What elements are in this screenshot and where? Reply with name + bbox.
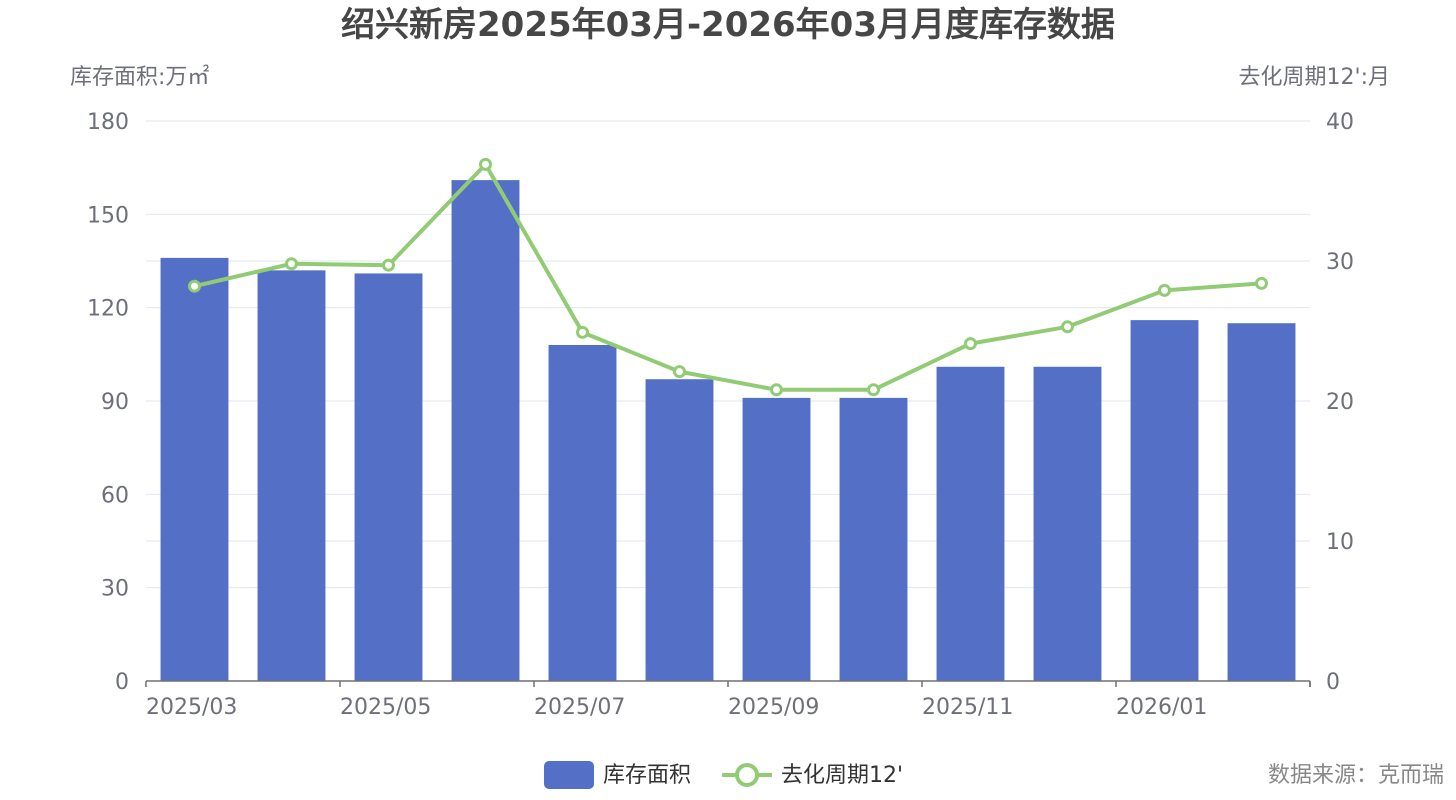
bar[interactable] <box>354 273 423 681</box>
y-left-tick-label: 60 <box>101 483 129 508</box>
bar[interactable] <box>548 345 617 681</box>
y-right-axis-label: 去化周期12':月 <box>1239 65 1390 90</box>
y-left-tick-label: 120 <box>87 297 129 322</box>
y-left-tick-label: 90 <box>101 390 129 415</box>
line-point[interactable] <box>1061 320 1074 334</box>
x-tick-label: 2025/03 <box>146 695 237 720</box>
y-left-tick-label: 150 <box>87 203 129 228</box>
bar[interactable] <box>1227 323 1296 681</box>
grid-lines <box>146 120 1310 589</box>
legend-label-line: 去化周期12' <box>781 763 903 788</box>
line-series <box>188 157 1268 397</box>
y-right-tick-label: 40 <box>1326 110 1354 135</box>
line-point[interactable] <box>964 337 977 351</box>
line-point[interactable] <box>1158 283 1171 297</box>
line-point[interactable] <box>1255 276 1268 290</box>
x-tick-label: 2025/11 <box>922 695 1013 720</box>
bar[interactable] <box>839 397 908 681</box>
legend-swatch-bar <box>544 761 594 789</box>
legend-label-bar: 库存面积 <box>603 763 691 788</box>
y-right-tick-label: 30 <box>1326 250 1354 275</box>
y-right-tick-label: 10 <box>1326 530 1354 555</box>
x-tick-label: 2025/09 <box>728 695 819 720</box>
legend[interactable]: 库存面积 去化周期12' <box>544 761 903 789</box>
y-right-tick-label: 20 <box>1326 390 1354 415</box>
axes: 0 30 60 90 120 150 180 0 10 20 30 40 2025/03 2025/05 2… <box>87 110 1354 720</box>
y-left-tick-label: 30 <box>101 577 129 602</box>
data-source: 数据来源：克而瑞 <box>1268 763 1444 788</box>
bar[interactable] <box>257 270 326 681</box>
line-point[interactable] <box>479 157 492 171</box>
legend-swatch-line-marker <box>735 763 759 787</box>
x-tick-label: 2025/05 <box>340 695 431 720</box>
line-point[interactable] <box>770 383 783 397</box>
line-point[interactable] <box>188 279 201 293</box>
y-left-tick-label: 180 <box>87 110 129 135</box>
line-point[interactable] <box>673 365 686 379</box>
line-point[interactable] <box>285 257 298 271</box>
bar[interactable] <box>451 180 520 681</box>
line-point[interactable] <box>867 383 880 397</box>
line-path <box>194 162 1262 392</box>
bar[interactable] <box>1033 366 1102 681</box>
x-tick-label: 2026/01 <box>1116 695 1207 720</box>
line-point[interactable] <box>576 325 589 339</box>
chart-title: 绍兴新房2025年03月-2026年03月月度库存数据 <box>341 5 1115 45</box>
y-left-axis-label: 库存面积:万㎡ <box>70 64 209 90</box>
bar[interactable] <box>160 257 229 681</box>
bar-series <box>160 180 1296 681</box>
bar[interactable] <box>1130 320 1199 681</box>
line-point[interactable] <box>382 258 395 272</box>
bar[interactable] <box>742 397 811 681</box>
bar[interactable] <box>936 366 1005 681</box>
y-left-tick-label: 0 <box>115 670 129 695</box>
x-tick-label: 2025/07 <box>534 695 625 720</box>
y-right-tick-label: 0 <box>1326 670 1340 695</box>
bar[interactable] <box>645 379 714 681</box>
